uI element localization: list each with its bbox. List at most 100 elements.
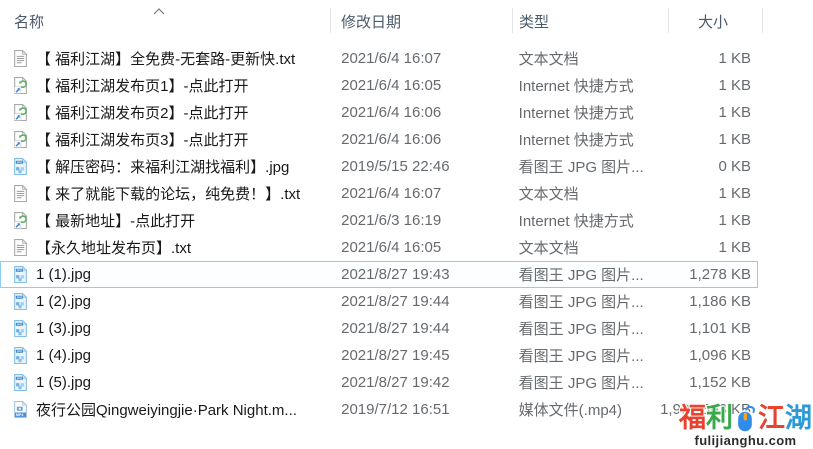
file-date-modified: 2021/8/27 19:42	[341, 374, 450, 391]
file-size: 1 KB	[718, 50, 752, 67]
file-type: 文本文档	[518, 51, 579, 68]
svg-text:JPG: JPG	[16, 322, 22, 326]
file-type: Internet 快捷方式	[518, 213, 634, 230]
file-size: 1 KB	[718, 185, 752, 202]
svg-text:JPG: JPG	[16, 295, 22, 299]
file-row[interactable]: JPG 1 (3).jpg 2021/8/27 19:44 看图王 JPG 图片...…	[0, 315, 758, 342]
file-name: 【 福利江湖发布页2】-点此打开	[36, 105, 249, 122]
file-row[interactable]: JPG 1 (5).jpg 2021/8/27 19:42 看图王 JPG 图片...…	[0, 369, 758, 396]
column-divider[interactable]	[668, 8, 669, 33]
file-name: 【 解压密码：来福利江湖找福利】.jpg	[36, 159, 290, 176]
file-row[interactable]: 【 最新地址】-点此打开 2021/6/3 16:19 Internet 快捷方式 1…	[0, 207, 758, 234]
column-header-type[interactable]: 类型	[519, 14, 550, 31]
watermark-char: 湖	[785, 403, 812, 433]
file-name: 1 (1).jpg	[36, 266, 92, 283]
internet-shortcut-icon	[12, 104, 29, 121]
file-name-cell: 【 福利江湖发布页2】-点此打开	[1, 102, 330, 123]
file-date-modified: 2021/6/4 16:07	[341, 50, 442, 67]
file-name-cell: JPG 1 (2).jpg	[1, 293, 330, 310]
file-date-modified: 2021/8/27 19:44	[341, 320, 450, 337]
file-name-cell: JPG 【 解压密码：来福利江湖找福利】.jpg	[1, 156, 330, 177]
file-date-modified: 2021/6/4 16:06	[341, 104, 442, 121]
file-date-modified: 2019/5/15 22:46	[341, 158, 450, 175]
file-name: 【 福利江湖发布页1】-点此打开	[36, 78, 249, 95]
file-row[interactable]: 【 福利江湖发布页3】-点此打开 2021/6/4 16:06 Internet 快…	[0, 126, 758, 153]
file-type: 文本文档	[518, 186, 579, 203]
text-file-icon	[12, 50, 29, 67]
file-name: 【永久地址发布页】.txt	[36, 240, 192, 257]
watermark-domain: fulijianghu.com	[694, 433, 797, 448]
file-row[interactable]: 【 福利江湖发布页2】-点此打开 2021/6/4 16:06 Internet 快…	[0, 99, 758, 126]
text-file-icon	[12, 239, 29, 256]
file-row[interactable]: JPG 【 解压密码：来福利江湖找福利】.jpg 2019/5/15 22:46 看图…	[0, 153, 758, 180]
file-name-cell: 【 福利江湖发布页3】-点此打开	[1, 129, 330, 150]
sort-ascending-icon	[152, 3, 166, 15]
file-row[interactable]: JPG 1 (1).jpg 2021/8/27 19:43 看图王 JPG 图片...…	[0, 261, 758, 288]
file-row[interactable]: JPG 1 (2).jpg 2021/8/27 19:44 看图王 JPG 图片...…	[0, 288, 758, 315]
svg-text:JPG: JPG	[16, 349, 22, 353]
file-row[interactable]: MP4 夜行公园Qingweiyingjie·Park Night.m... 201…	[0, 396, 758, 423]
file-type: 看图王 JPG 图片...	[518, 321, 644, 338]
file-type: Internet 快捷方式	[518, 78, 634, 95]
file-name: 1 (2).jpg	[36, 293, 92, 310]
file-type: 看图王 JPG 图片...	[518, 267, 644, 284]
file-size: 1 KB	[718, 212, 752, 229]
file-name: 【 福利江湖】全免费-无套路-更新快.txt	[36, 51, 296, 68]
internet-shortcut-icon	[12, 212, 29, 229]
file-date-modified: 2021/6/4 16:07	[341, 185, 442, 202]
file-name-cell: MP4 夜行公园Qingweiyingjie·Park Night.m...	[1, 399, 330, 420]
file-name: 【 最新地址】-点此打开	[36, 213, 196, 230]
file-date-modified: 2021/8/27 19:43	[341, 266, 450, 283]
file-name: 1 (4).jpg	[36, 347, 92, 364]
column-header-size[interactable]: 大小	[697, 14, 728, 31]
column-header-row: 名称 修改日期 类型 大小	[0, 0, 813, 40]
file-type: 看图王 JPG 图片...	[518, 375, 644, 392]
file-type: 看图王 JPG 图片...	[518, 348, 644, 365]
file-name-cell: JPG 1 (4).jpg	[1, 347, 330, 364]
svg-text:JPG: JPG	[16, 268, 22, 272]
watermark-char: 江	[758, 403, 785, 433]
file-size: 1 KB	[718, 131, 752, 148]
file-size: 1,101 KB	[689, 320, 752, 337]
file-row[interactable]: 【永久地址发布页】.txt 2021/6/4 16:05 文本文档 1 KB	[0, 234, 758, 261]
column-header-name[interactable]: 名称	[14, 14, 45, 31]
text-file-icon	[12, 185, 29, 202]
file-name: 1 (3).jpg	[36, 320, 92, 337]
svg-text:JPG: JPG	[16, 160, 22, 164]
file-name: 【 福利江湖发布页3】-点此打开	[36, 132, 249, 149]
jpg-image-icon: JPG	[12, 293, 29, 310]
file-date-modified: 2021/6/4 16:05	[341, 77, 442, 94]
column-divider[interactable]	[762, 8, 763, 33]
svg-text:JPG: JPG	[16, 376, 22, 380]
file-type: 文本文档	[518, 240, 579, 257]
file-type: Internet 快捷方式	[518, 105, 634, 122]
mp4-video-icon: MP4	[12, 401, 29, 418]
file-size: 1 KB	[718, 239, 752, 256]
file-size: 1,096 KB	[689, 347, 752, 364]
file-name: 夜行公园Qingweiyingjie·Park Night.m...	[36, 402, 297, 419]
file-row[interactable]: 【 来了就能下载的论坛，纯免费！】.txt 2021/6/4 16:07 文本文档 1…	[0, 180, 758, 207]
file-row[interactable]: JPG 1 (4).jpg 2021/8/27 19:45 看图王 JPG 图片...…	[0, 342, 758, 369]
jpg-image-icon: JPG	[12, 320, 29, 337]
column-divider[interactable]	[330, 8, 331, 33]
column-header-date-modified[interactable]: 修改日期	[341, 14, 402, 31]
jpg-image-icon: JPG	[12, 374, 29, 391]
file-row[interactable]: 【 福利江湖发布页1】-点此打开 2021/6/4 16:05 Internet 快…	[0, 72, 758, 99]
file-size: 1,278 KB	[689, 266, 752, 283]
file-name-cell: 【 最新地址】-点此打开	[1, 210, 330, 231]
file-row[interactable]: 【 福利江湖】全免费-无套路-更新快.txt 2021/6/4 16:07 文本文档…	[0, 45, 758, 72]
file-name-cell: 【 福利江湖发布页1】-点此打开	[1, 75, 330, 96]
file-list: 【 福利江湖】全免费-无套路-更新快.txt 2021/6/4 16:07 文本文档…	[0, 45, 758, 423]
file-date-modified: 2021/6/3 16:19	[341, 212, 442, 229]
file-type: Internet 快捷方式	[518, 132, 634, 149]
column-divider[interactable]	[512, 8, 513, 33]
file-type: 看图王 JPG 图片...	[518, 294, 644, 311]
file-size: 1,186 KB	[689, 293, 752, 310]
file-size: 1,152 KB	[689, 374, 752, 391]
file-size: 1 KB	[718, 104, 752, 121]
jpg-image-icon: JPG	[12, 347, 29, 364]
file-date-modified: 2021/6/4 16:06	[341, 131, 442, 148]
file-type: 媒体文件(.mp4)	[518, 402, 622, 419]
jpg-image-icon: JPG	[12, 266, 29, 283]
internet-shortcut-icon	[12, 77, 29, 94]
